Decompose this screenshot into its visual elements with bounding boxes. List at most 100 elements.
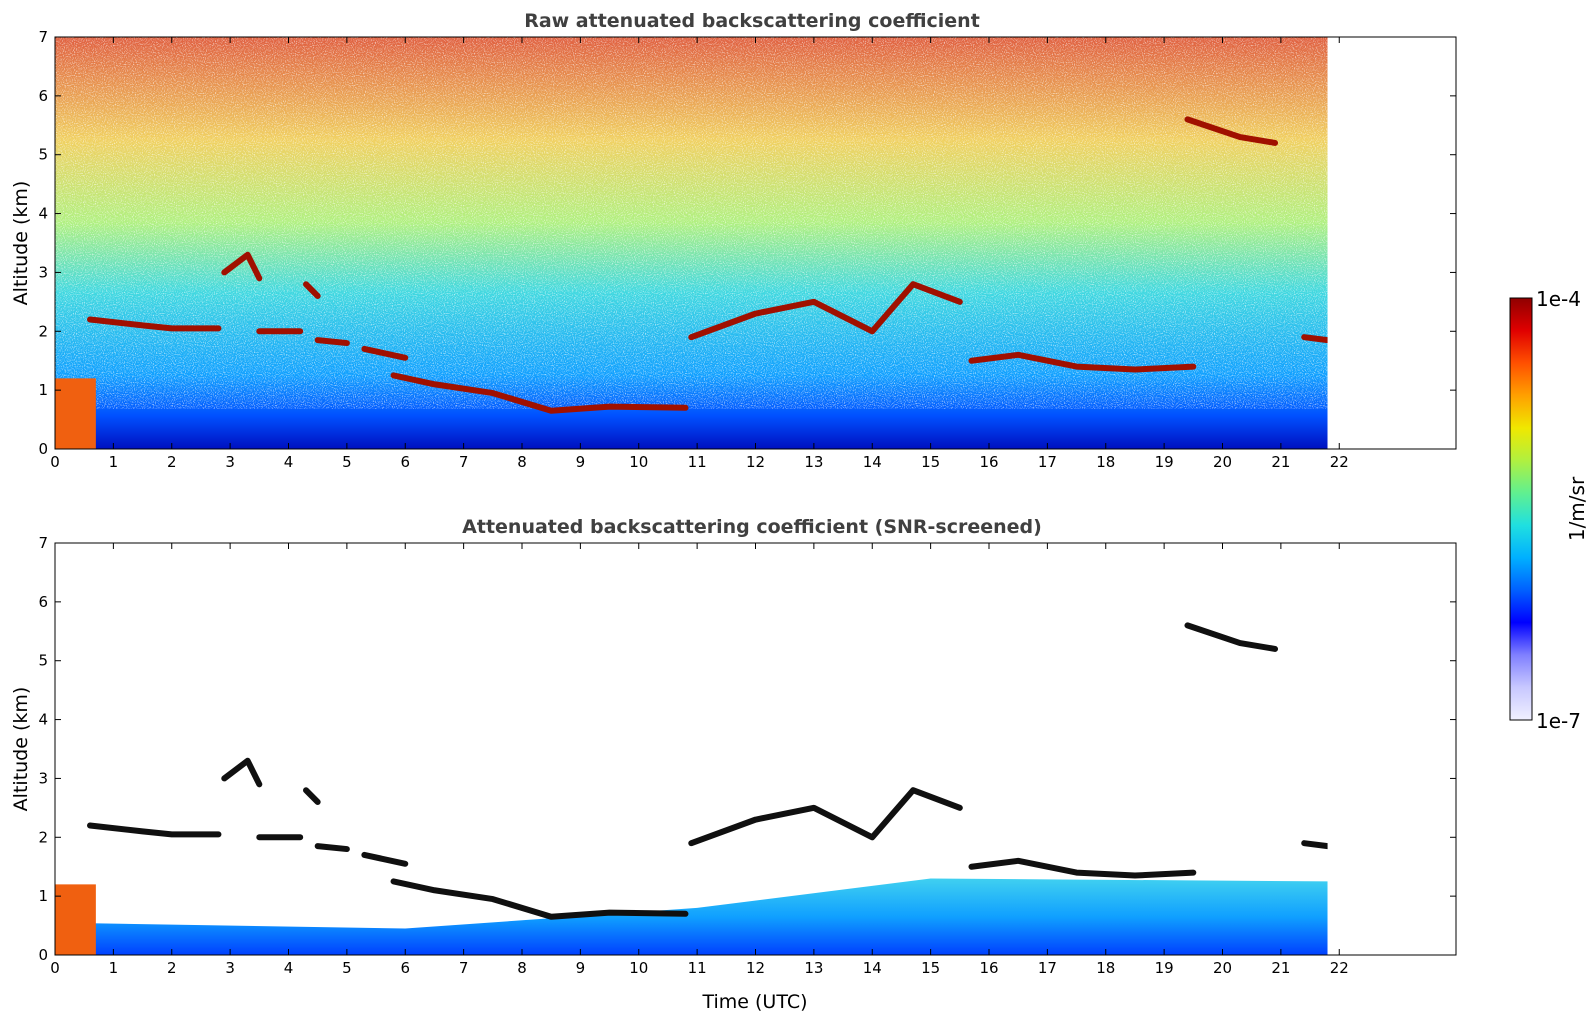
panel-title: Raw attenuated backscattering coefficien… xyxy=(524,10,980,32)
noise-overlay xyxy=(55,37,1328,409)
y-axis-label: Altitude (km) xyxy=(10,181,32,306)
cloud-layer xyxy=(390,878,689,920)
x-tick-label: 22 xyxy=(1330,959,1349,977)
y-tick-label: 2 xyxy=(38,322,48,340)
cloud-layer xyxy=(361,851,409,867)
cloud-layer xyxy=(87,316,222,332)
x-tick-label: 5 xyxy=(342,453,352,471)
boundary-layer xyxy=(55,878,1328,955)
x-tick-label: 8 xyxy=(517,453,527,471)
x-tick-label: 10 xyxy=(629,959,648,977)
cloud-layer xyxy=(303,281,321,299)
cloud-layer xyxy=(221,251,263,282)
cloud-layer xyxy=(1301,334,1328,344)
y-tick-label: 0 xyxy=(38,440,48,458)
cloud-layer xyxy=(1184,622,1279,652)
x-tick-label: 5 xyxy=(342,959,352,977)
x-axis-label: Time (UTC) xyxy=(701,991,807,1013)
y-tick-label: 0 xyxy=(38,946,48,964)
cloud-layer xyxy=(688,787,963,847)
x-tick-label: 17 xyxy=(1038,959,1057,977)
x-tick-label: 19 xyxy=(1155,959,1174,977)
x-tick-label: 21 xyxy=(1271,453,1290,471)
x-tick-label: 15 xyxy=(921,453,940,471)
y-tick-label: 1 xyxy=(38,887,48,905)
y-axis: 0 1 2 3 4 5 6 7 xyxy=(38,28,1456,458)
x-tick-label: 21 xyxy=(1271,959,1290,977)
x-tick-label: 9 xyxy=(576,453,586,471)
x-tick-label: 16 xyxy=(979,453,998,471)
x-tick-label: 18 xyxy=(1096,453,1115,471)
cloud-layer xyxy=(314,843,350,853)
x-tick-label: 11 xyxy=(688,959,707,977)
x-tick-label: 13 xyxy=(804,959,823,977)
cloud-layer xyxy=(390,372,689,414)
cloud-layer xyxy=(1301,840,1328,850)
x-axis: 0 1 2 3 4 5 6 7 8 9 10 11 12 13 14 15 16 17 18 19 20 21 22 xyxy=(50,543,1349,977)
y-tick-label: 5 xyxy=(38,146,48,164)
snr-screened-panel: Attenuated backscattering coefficient (S… xyxy=(10,516,1457,1013)
x-tick-label: 4 xyxy=(284,959,294,977)
heatmap-field xyxy=(55,622,1328,955)
x-tick-label: 7 xyxy=(459,959,469,977)
x-tick-label: 8 xyxy=(517,959,527,977)
raw-backscatter-panel: Raw attenuated backscattering coefficien… xyxy=(10,10,1457,471)
y-axis: 0 1 2 3 4 5 6 7 xyxy=(38,534,1456,964)
x-tick-label: 22 xyxy=(1330,453,1349,471)
x-tick-label: 18 xyxy=(1096,959,1115,977)
x-tick-label: 1 xyxy=(109,959,119,977)
x-tick-label: 14 xyxy=(863,959,882,977)
y-tick-label: 5 xyxy=(38,652,48,670)
cloud-layer xyxy=(1184,116,1279,146)
cloud-layer xyxy=(688,281,963,341)
x-tick-label: 20 xyxy=(1213,453,1232,471)
x-tick-label: 19 xyxy=(1155,453,1174,471)
surface-aerosol xyxy=(55,378,96,449)
x-tick-label: 9 xyxy=(576,959,586,977)
y-tick-label: 4 xyxy=(38,711,48,729)
panel-title: Attenuated backscattering coefficient (S… xyxy=(462,516,1042,538)
x-tick-label: 10 xyxy=(629,453,648,471)
cloud-layer xyxy=(87,822,222,838)
x-tick-label: 15 xyxy=(921,959,940,977)
x-tick-label: 20 xyxy=(1213,959,1232,977)
y-tick-label: 1 xyxy=(38,381,48,399)
x-axis: 0 1 2 3 4 5 6 7 8 9 10 11 12 13 14 15 16 17 18 19 20 21 22 xyxy=(50,37,1349,471)
x-tick-label: 2 xyxy=(167,453,177,471)
x-tick-label: 4 xyxy=(284,453,294,471)
x-tick-label: 13 xyxy=(804,453,823,471)
y-tick-label: 7 xyxy=(38,28,48,46)
y-tick-label: 2 xyxy=(38,828,48,846)
colorbar-unit-label: 1/m/sr xyxy=(1565,476,1589,541)
x-tick-label: 17 xyxy=(1038,453,1057,471)
x-tick-label: 11 xyxy=(688,453,707,471)
y-tick-label: 6 xyxy=(38,87,48,105)
colorbar: 1e-4 1e-7 1/m/sr xyxy=(1509,287,1589,733)
x-tick-label: 7 xyxy=(459,453,469,471)
x-tick-label: 2 xyxy=(167,959,177,977)
x-tick-label: 0 xyxy=(50,959,60,977)
y-tick-label: 6 xyxy=(38,593,48,611)
y-tick-label: 3 xyxy=(38,769,48,787)
x-tick-label: 1 xyxy=(109,453,119,471)
x-tick-label: 12 xyxy=(746,959,765,977)
y-tick-label: 4 xyxy=(38,205,48,223)
x-tick-label: 0 xyxy=(50,453,60,471)
y-tick-label: 3 xyxy=(38,263,48,281)
x-tick-label: 6 xyxy=(400,959,410,977)
x-tick-label: 6 xyxy=(400,453,410,471)
y-axis-label: Altitude (km) xyxy=(10,687,32,812)
cloud-layer xyxy=(361,345,409,361)
colorbar-max-label: 1e-4 xyxy=(1536,287,1581,311)
x-tick-label: 16 xyxy=(979,959,998,977)
y-tick-label: 7 xyxy=(38,534,48,552)
colorbar-gradient xyxy=(1509,297,1533,721)
x-tick-label: 3 xyxy=(225,959,235,977)
surface-aerosol xyxy=(55,884,96,955)
cloud-layer xyxy=(314,337,350,347)
cloud-layer xyxy=(303,787,321,805)
heatmap-field xyxy=(55,37,1328,449)
x-tick-label: 12 xyxy=(746,453,765,471)
cloud-layer xyxy=(221,757,263,788)
